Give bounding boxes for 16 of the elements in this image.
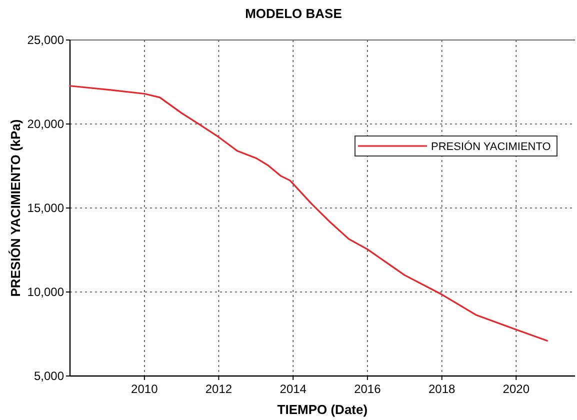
text: PRESIÓN YACIMIENTO <box>431 140 552 153</box>
x-tick-label: 2014 <box>280 382 307 396</box>
x-tick-label: 2012 <box>205 382 232 396</box>
x-tick-label: 2016 <box>354 382 382 396</box>
y-tick-label: 10,000 <box>27 285 64 299</box>
y-tick-label: 25,000 <box>27 33 64 47</box>
y-axis-title: PRESIÓN YACIMIENTO (kPa) <box>8 119 23 297</box>
x-tick-label: 2020 <box>502 382 530 396</box>
x-tick-label: 2010 <box>131 382 158 396</box>
line-series <box>69 85 548 342</box>
y-tick-label: 20,000 <box>27 117 64 131</box>
x-axis-title: TIEMPO (Date) <box>277 402 368 417</box>
y-tick-label: 5,000 <box>34 369 64 383</box>
x-tick-label: 2018 <box>428 382 456 396</box>
y-tick-label: 15,000 <box>27 201 64 215</box>
chart-title: MODELO BASE <box>245 6 342 21</box>
